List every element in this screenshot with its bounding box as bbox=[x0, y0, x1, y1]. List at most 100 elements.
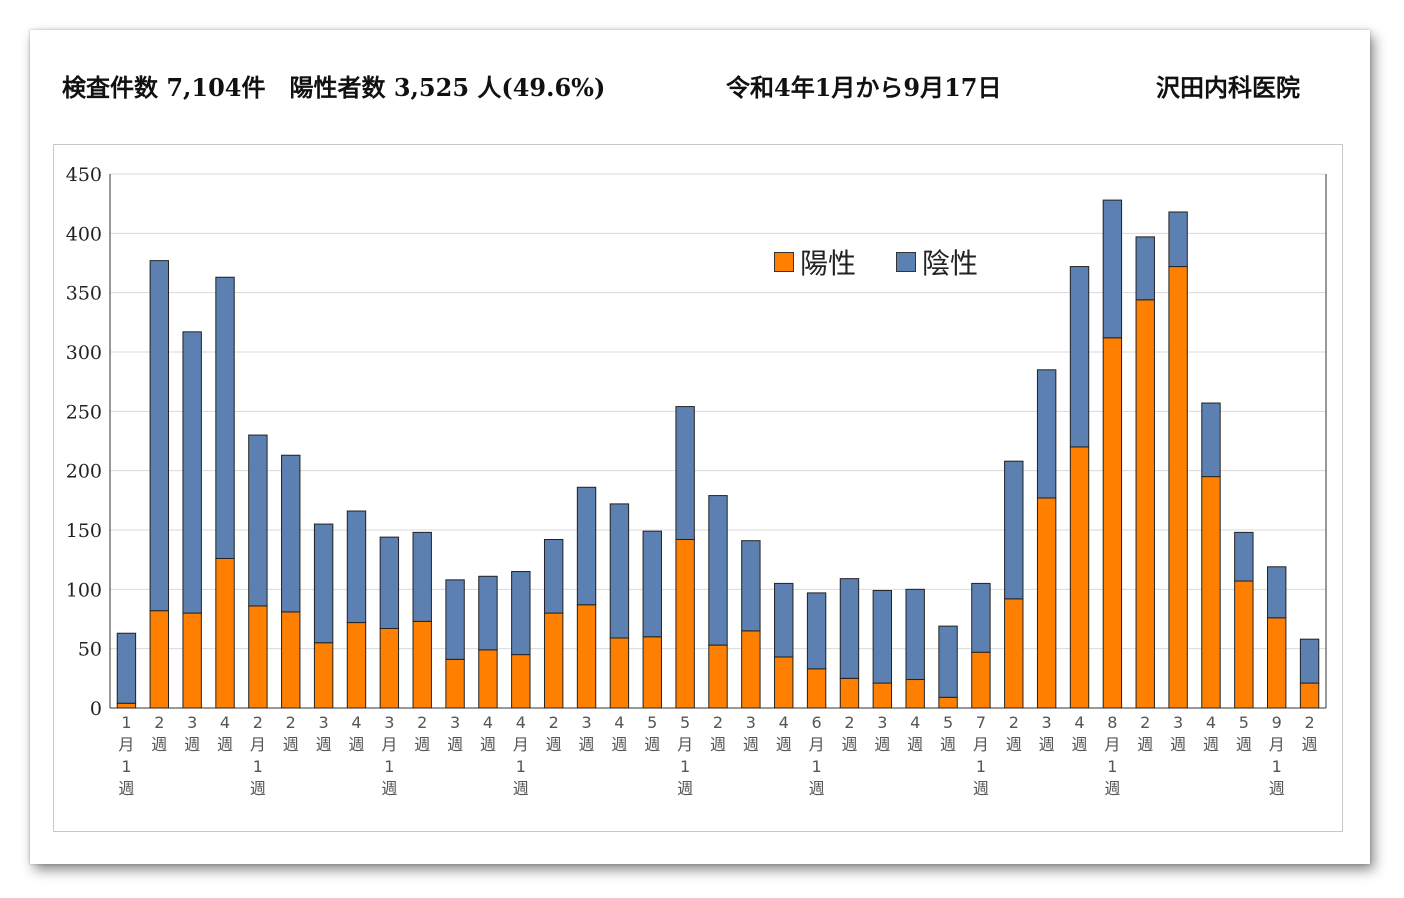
bar-negative bbox=[313, 523, 334, 644]
bar-negative bbox=[675, 406, 695, 540]
bar-positive bbox=[806, 668, 827, 709]
bar-positive bbox=[971, 651, 991, 709]
y-tick-label: 0 bbox=[90, 698, 102, 720]
y-tick-label: 150 bbox=[66, 520, 102, 542]
bar-positive bbox=[543, 612, 564, 709]
bar-negative bbox=[642, 530, 662, 638]
y-tick-label: 300 bbox=[66, 342, 102, 364]
bar-positive bbox=[116, 702, 137, 709]
bar-positive bbox=[182, 612, 202, 709]
legend-item-negative: 陰性 bbox=[896, 242, 978, 282]
bar-negative bbox=[281, 454, 301, 613]
chart-legend: 陽性 陰性 bbox=[774, 240, 1018, 284]
bar-negative bbox=[708, 495, 728, 646]
bar-negative bbox=[872, 590, 893, 684]
y-tick-label: 200 bbox=[66, 461, 102, 483]
bar-negative bbox=[806, 592, 827, 670]
bar-positive bbox=[1267, 617, 1287, 709]
plot-frame bbox=[53, 144, 1343, 832]
bar-negative bbox=[839, 578, 860, 679]
y-tick-label: 350 bbox=[66, 283, 102, 305]
bar-negative bbox=[248, 434, 268, 607]
bar-positive bbox=[478, 649, 498, 709]
bar-positive bbox=[1168, 266, 1188, 709]
bar-negative bbox=[609, 503, 630, 639]
bar-negative bbox=[379, 536, 400, 629]
legend-swatch-positive bbox=[774, 252, 794, 272]
bar-positive bbox=[905, 679, 925, 709]
bar-negative bbox=[543, 538, 564, 614]
bar-negative bbox=[1299, 638, 1320, 684]
bar-negative bbox=[971, 582, 991, 653]
bar-positive bbox=[1299, 682, 1320, 709]
bar-positive bbox=[774, 656, 794, 709]
bar-negative bbox=[1004, 460, 1024, 600]
bar-negative bbox=[149, 260, 169, 612]
bar-positive bbox=[215, 557, 235, 709]
bar-negative bbox=[116, 632, 137, 704]
bar-positive bbox=[149, 610, 169, 709]
y-tick-label: 450 bbox=[66, 164, 102, 186]
bar-positive bbox=[576, 604, 597, 709]
bar-positive bbox=[1135, 299, 1155, 709]
bar-negative bbox=[1234, 531, 1254, 582]
bar-negative bbox=[1267, 566, 1287, 619]
legend-swatch-negative bbox=[896, 252, 917, 272]
legend-label-negative: 陰性 bbox=[922, 247, 979, 280]
bar-positive bbox=[511, 654, 531, 709]
bar-negative bbox=[1201, 402, 1221, 478]
bar-negative bbox=[412, 531, 432, 622]
bar-negative bbox=[905, 588, 925, 681]
bar-positive bbox=[1069, 446, 1090, 709]
bar-positive bbox=[248, 605, 268, 709]
y-tick-label: 250 bbox=[66, 401, 102, 423]
bar-positive bbox=[1201, 476, 1221, 709]
bar-negative bbox=[938, 625, 958, 698]
bar-negative bbox=[774, 582, 794, 658]
bar-positive bbox=[708, 644, 728, 709]
bar-negative bbox=[1069, 266, 1090, 448]
bar-negative bbox=[445, 579, 465, 660]
bar-negative bbox=[1168, 211, 1188, 268]
bar-negative bbox=[576, 486, 597, 606]
bar-positive bbox=[675, 538, 695, 709]
bar-positive bbox=[1234, 580, 1254, 709]
bar-negative bbox=[182, 331, 202, 614]
bar-positive bbox=[642, 636, 662, 709]
bar-positive bbox=[609, 637, 630, 709]
bar-positive bbox=[445, 658, 465, 709]
bar-positive bbox=[839, 677, 860, 709]
bar-negative bbox=[511, 571, 531, 656]
bar-negative bbox=[1102, 199, 1123, 339]
bar-positive bbox=[1004, 598, 1024, 709]
